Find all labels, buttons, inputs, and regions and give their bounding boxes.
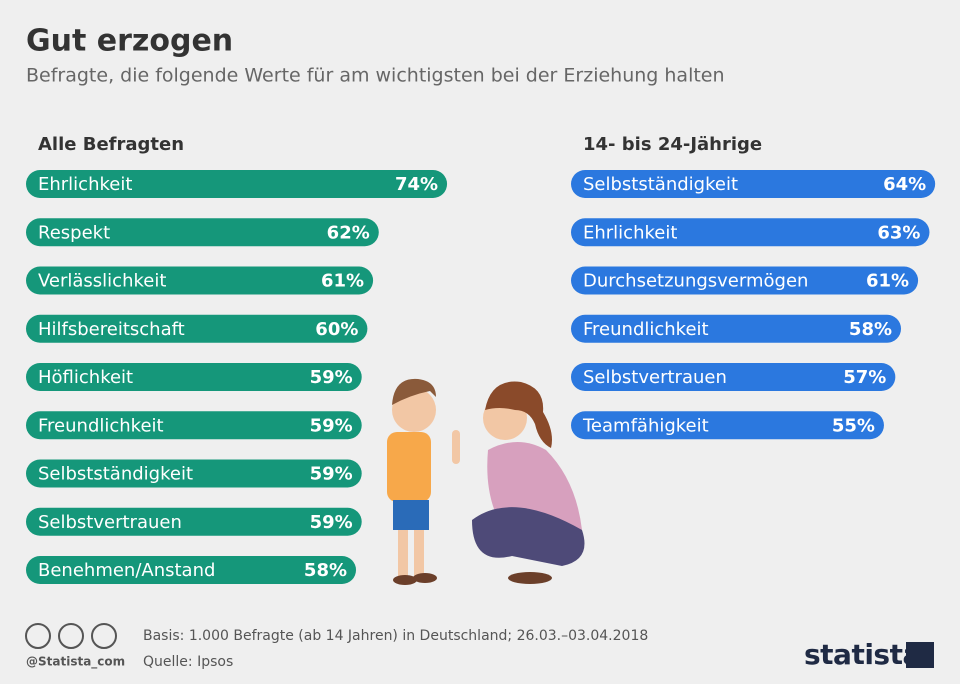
value-label: 64% (883, 174, 926, 195)
bar-label: Durchsetzungsvermögen (583, 271, 808, 292)
bar-label: Verlässlichkeit (38, 271, 166, 292)
bar (26, 170, 448, 198)
value-label: 61% (321, 271, 364, 292)
bar (26, 266, 374, 295)
chart-title: 14- bis 24-Jährige (583, 134, 762, 155)
bar-label: Selbstständigkeit (38, 464, 193, 485)
bar-label: Ehrlichkeit (38, 174, 132, 195)
nd-icon (91, 623, 117, 649)
value-label: 59% (310, 512, 353, 533)
value-label: 59% (310, 415, 353, 436)
value-label: 55% (832, 415, 875, 436)
cc-icon (25, 623, 51, 649)
bar-label: Teamfähigkeit (582, 415, 709, 436)
value-label: 57% (843, 367, 886, 388)
value-label: 74% (395, 174, 438, 195)
bar-label: Respekt (38, 222, 110, 243)
illustration (387, 378, 585, 585)
bar (571, 363, 896, 391)
bar (571, 218, 930, 247)
bar-label: Ehrlichkeit (583, 222, 677, 243)
bar (26, 411, 362, 440)
value-label: 58% (849, 319, 892, 340)
basis: Basis: 1.000 Befragte (ab 14 Jahren) in … (143, 628, 648, 644)
logo-icon (906, 642, 934, 668)
bar (26, 507, 362, 536)
bar-label: Freundlichkeit (583, 319, 709, 340)
value-label: 59% (310, 464, 353, 485)
value-label: 61% (866, 271, 909, 292)
bar-label: Selbstvertrauen (38, 512, 182, 533)
by-icon (58, 623, 84, 649)
bar (26, 218, 379, 247)
value-label: 60% (315, 319, 358, 340)
logo: statista (804, 638, 921, 671)
value-label: 59% (310, 367, 353, 388)
value-label: 63% (877, 222, 920, 243)
bar-label: Hilfsbereitschaft (38, 319, 185, 340)
bar (26, 556, 357, 584)
bar-label: Freundlichkeit (38, 415, 164, 436)
subtitle: Befragte, die folgende Werte für am wich… (26, 65, 725, 87)
bar (26, 459, 362, 488)
bar (26, 363, 362, 391)
title: Gut erzogen (26, 24, 233, 59)
bar (571, 314, 902, 343)
handle: @Statista_com (26, 655, 125, 670)
bar-label: Benehmen/Anstand (38, 560, 215, 581)
chart-title: Alle Befragten (38, 134, 184, 155)
bar-label: Selbstvertrauen (583, 367, 727, 388)
bar (26, 314, 368, 343)
source: Quelle: Ipsos (143, 654, 233, 670)
value-label: 62% (327, 222, 370, 243)
bar (571, 170, 936, 198)
bar-label: Höflichkeit (38, 367, 133, 388)
bar (571, 266, 919, 295)
bar (571, 411, 884, 440)
value-label: 58% (304, 560, 347, 581)
bar-label: Selbstständigkeit (583, 174, 738, 195)
footer: @Statista_com Basis: 1.000 Befragte (ab … (25, 623, 934, 671)
